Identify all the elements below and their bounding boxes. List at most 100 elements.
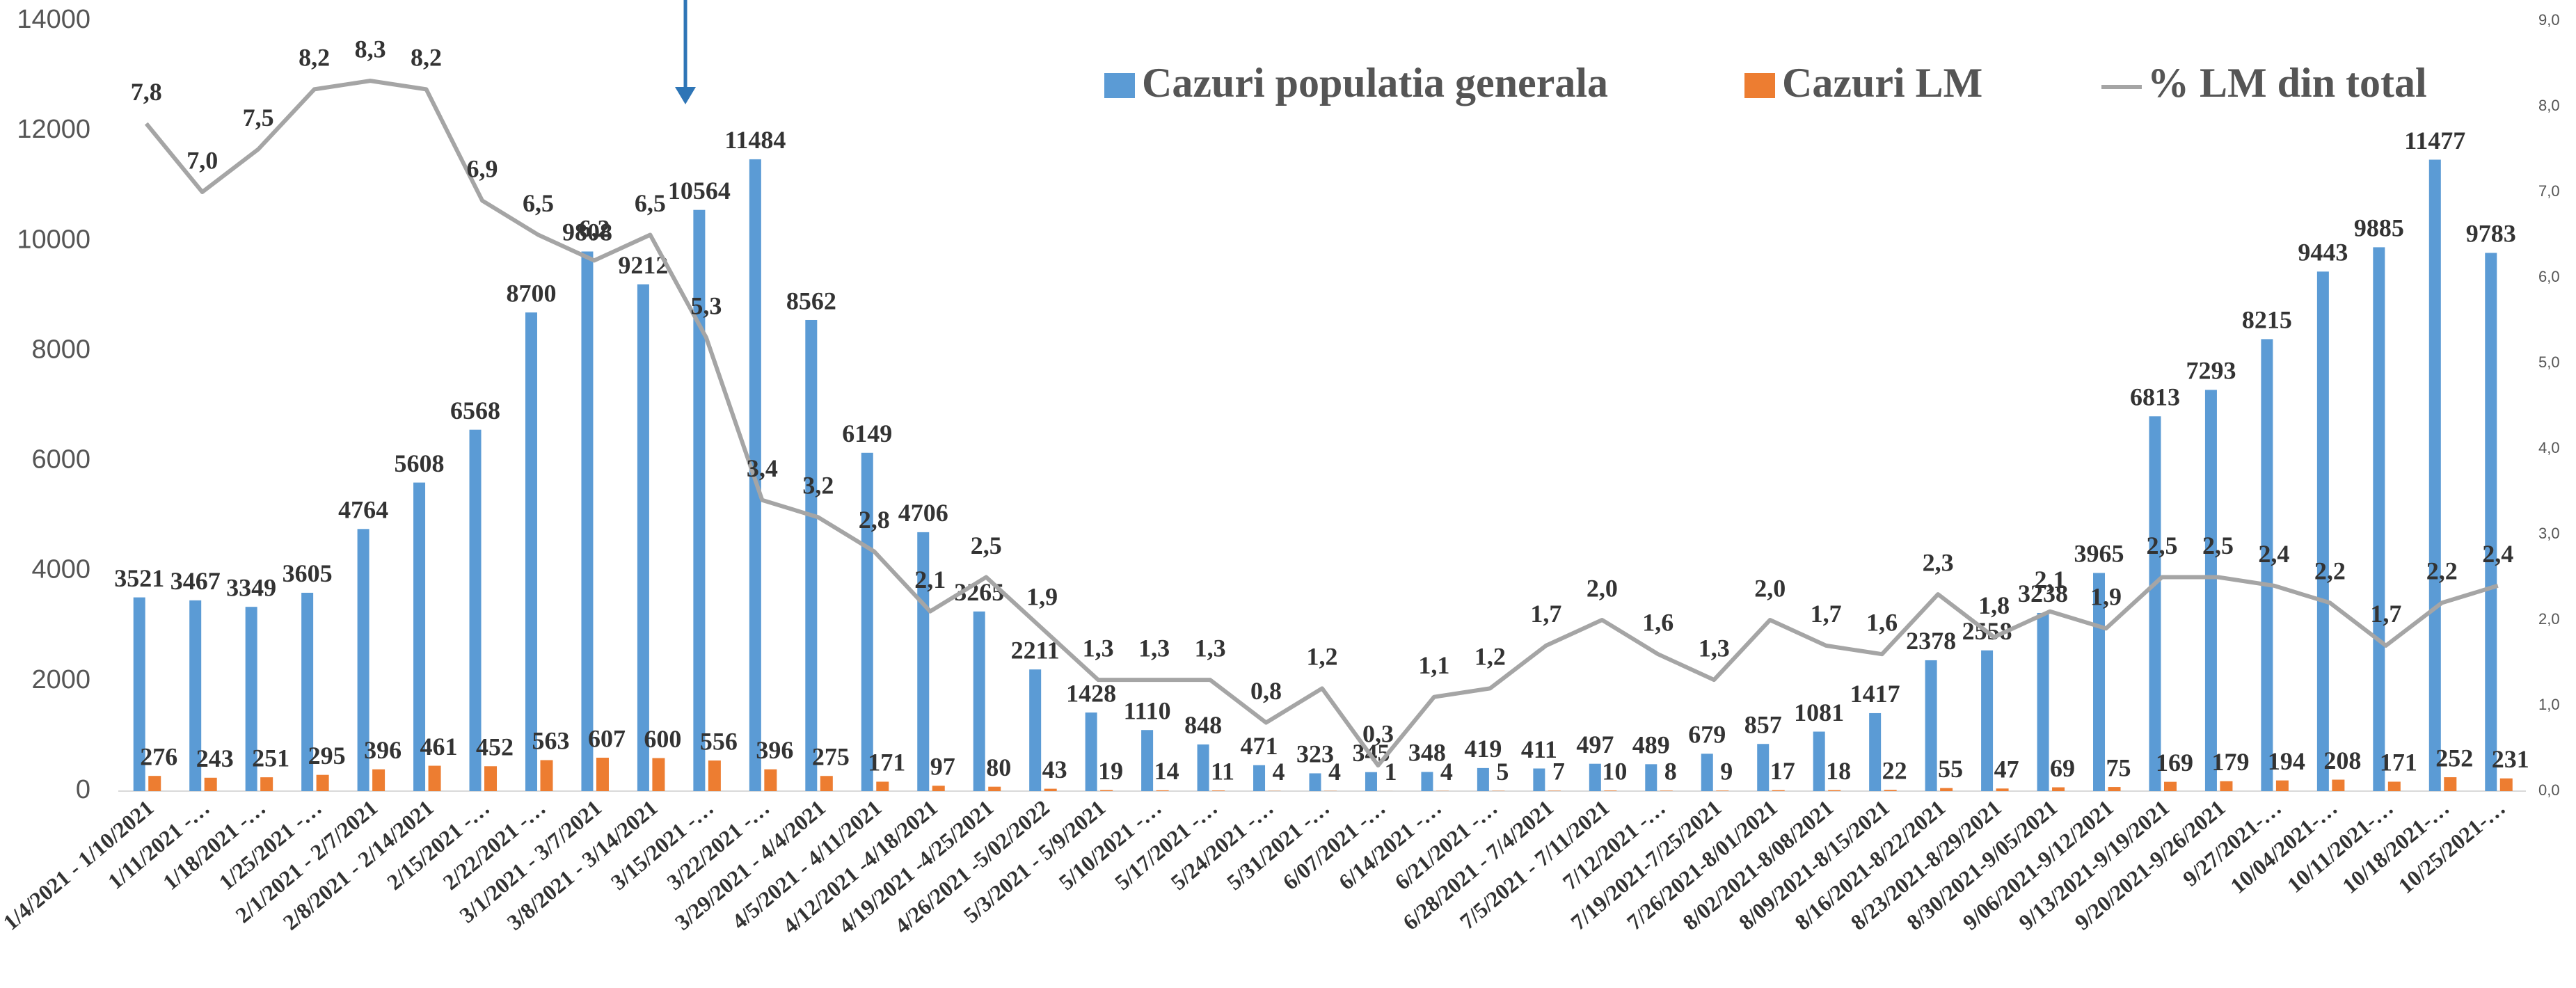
bar — [413, 482, 426, 791]
data-label: 497 — [1576, 731, 1614, 758]
data-label: 411 — [1521, 735, 1557, 763]
data-label: 3238 — [2018, 580, 2068, 607]
bar — [1981, 650, 1994, 791]
bar — [1869, 712, 1882, 791]
data-label: 2,1 — [2035, 566, 2066, 593]
data-label: 2,2 — [2426, 557, 2458, 585]
data-label: 1,8 — [1978, 591, 2010, 619]
bar — [1421, 772, 1433, 791]
data-label: 9783 — [2466, 220, 2516, 248]
bar — [973, 611, 985, 791]
data-label: 7 — [1552, 758, 1565, 786]
bar — [1100, 790, 1113, 791]
data-label: 4764 — [338, 496, 388, 524]
bar — [204, 777, 217, 791]
data-label: 2,4 — [2258, 540, 2289, 568]
legend-label: % LM din total — [2147, 60, 2427, 106]
data-label: 80 — [986, 754, 1011, 781]
bar — [2108, 787, 2121, 791]
data-label: 848 — [1184, 711, 1222, 739]
bar — [652, 758, 665, 791]
bar — [708, 760, 721, 791]
bar — [876, 781, 889, 791]
data-label: 4 — [1273, 758, 1285, 786]
bar — [525, 312, 537, 791]
bar — [2444, 777, 2457, 791]
bar — [484, 766, 498, 791]
bar — [1589, 763, 1601, 791]
bar — [1156, 790, 1169, 791]
legend-label: Cazuri populatia generala — [1142, 60, 1608, 106]
bar — [540, 760, 553, 791]
bar — [2204, 390, 2217, 791]
data-label: 323 — [1296, 740, 1334, 768]
bar — [2149, 416, 2161, 791]
legend-swatch — [1744, 73, 1775, 98]
bar — [1477, 767, 1489, 791]
data-label: 171 — [2380, 749, 2417, 776]
data-label: 348 — [1408, 739, 1446, 767]
data-label: 2378 — [1906, 627, 1956, 655]
data-label: 3349 — [226, 573, 276, 601]
data-label: 231 — [2492, 745, 2529, 773]
data-label: 8700 — [506, 279, 556, 307]
data-label: 47 — [1994, 756, 2019, 783]
bar — [1884, 790, 1897, 791]
bar — [428, 765, 441, 791]
data-label: 2,5 — [2202, 532, 2234, 559]
data-label: 7,0 — [186, 146, 218, 174]
bar — [1029, 669, 1042, 791]
data-label: 396 — [756, 736, 793, 764]
data-label: 3965 — [2074, 540, 2124, 568]
data-label: 171 — [868, 749, 905, 776]
data-label: 1 — [1384, 758, 1397, 786]
data-label: 857 — [1744, 711, 1782, 739]
data-label: 9443 — [2298, 239, 2348, 266]
data-label: 1,6 — [1642, 608, 1673, 636]
data-label: 1,3 — [1195, 634, 1226, 662]
bar — [469, 429, 482, 791]
data-label: 11477 — [2404, 127, 2465, 154]
data-label: 1,3 — [1083, 634, 1114, 662]
bar — [1645, 764, 1657, 791]
y-tick-label: 0 — [76, 775, 90, 804]
bar — [1996, 788, 2009, 791]
data-label: 11484 — [724, 126, 786, 154]
data-label: 6149 — [842, 420, 892, 447]
bar — [2387, 781, 2401, 791]
bar — [988, 786, 1001, 791]
data-label: 8215 — [2242, 306, 2292, 334]
data-label: 8,3 — [355, 35, 386, 63]
arrow-head — [675, 87, 696, 104]
data-label: 251 — [252, 744, 289, 772]
y2-tick-label: 4,0 — [2538, 439, 2560, 456]
data-label: 1,3 — [1138, 634, 1170, 662]
data-label: 7,8 — [131, 78, 162, 106]
bar — [2316, 271, 2329, 791]
bar — [2332, 779, 2345, 791]
data-label: 295 — [308, 742, 346, 770]
data-label: 2,3 — [1923, 548, 1954, 576]
data-label: 2,5 — [2146, 532, 2177, 559]
data-label: 8 — [1664, 758, 1677, 786]
bar — [2428, 159, 2441, 792]
data-label: 2,5 — [971, 532, 1002, 559]
data-label: 22 — [1882, 757, 1907, 785]
data-label: 2,4 — [2482, 540, 2513, 568]
data-label: 1,7 — [1811, 600, 1842, 628]
bar — [2220, 781, 2233, 791]
bar — [581, 251, 594, 792]
data-label: 43 — [1042, 756, 1067, 783]
data-label: 679 — [1688, 721, 1726, 749]
data-label: 17 — [1770, 757, 1795, 785]
y-tick-label: 14000 — [17, 5, 90, 34]
data-label: 6,9 — [467, 155, 498, 183]
data-label: 1,3 — [1699, 634, 1730, 662]
data-label: 55 — [1938, 755, 1963, 783]
data-label: 1110 — [1124, 696, 1171, 724]
bar — [1533, 768, 1545, 791]
data-label: 3,4 — [747, 454, 778, 482]
bar — [637, 284, 649, 791]
data-label: 9885 — [2354, 214, 2404, 242]
bar — [1044, 788, 1057, 791]
